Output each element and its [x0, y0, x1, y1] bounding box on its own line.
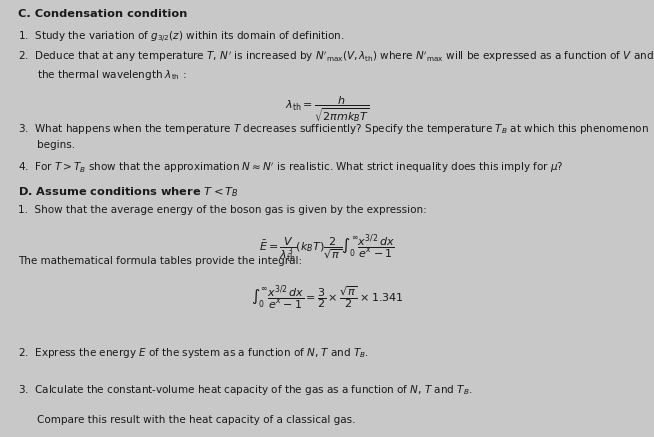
Text: 1.  Show that the average energy of the boson gas is given by the expression:: 1. Show that the average energy of the b… [18, 205, 427, 215]
Text: 3.  What happens when the temperature $T$ decreases sufficiently? Specify the te: 3. What happens when the temperature $T$… [18, 122, 649, 136]
Text: C. Condensation condition: C. Condensation condition [18, 10, 188, 20]
Text: 4.  For $T > T_B$ show that the approximation $N \approx N'$ is realistic. What : 4. For $T > T_B$ show that the approxima… [18, 160, 564, 175]
Text: D. Assume conditions where $T < T_B$: D. Assume conditions where $T < T_B$ [18, 185, 239, 198]
Text: Compare this result with the heat capacity of a classical gas.: Compare this result with the heat capaci… [37, 415, 355, 425]
Text: 2.  Express the energy $E$ of the system as a function of $N$, $T$ and $T_B$.: 2. Express the energy $E$ of the system … [18, 346, 370, 360]
Text: $\int_0^{\infty} \dfrac{x^{3/2}\,dx}{e^x - 1} = \dfrac{3}{2} \times \dfrac{\sqrt: $\int_0^{\infty} \dfrac{x^{3/2}\,dx}{e^x… [250, 283, 404, 311]
Text: the thermal wavelength $\lambda_{\mathrm{th}}$ :: the thermal wavelength $\lambda_{\mathrm… [37, 68, 186, 82]
Text: 2.  Deduce that at any temperature $T$, $N'$ is increased by $N'_{\mathrm{max}}(: 2. Deduce that at any temperature $T$, $… [18, 50, 654, 64]
Text: begins.: begins. [37, 140, 75, 150]
Text: 3.  Calculate the constant-volume heat capacity of the gas as a function of $N$,: 3. Calculate the constant-volume heat ca… [18, 383, 473, 397]
Text: The mathematical formula tables provide the integral:: The mathematical formula tables provide … [18, 256, 302, 266]
Text: 1.  Study the variation of $g_{3/2}(z)$ within its domain of definition.: 1. Study the variation of $g_{3/2}(z)$ w… [18, 30, 345, 45]
Text: $\lambda_{\mathrm{th}} = \dfrac{h}{\sqrt{2\pi m k_B T}}$: $\lambda_{\mathrm{th}} = \dfrac{h}{\sqrt… [285, 94, 369, 124]
Text: $\bar{E} = \dfrac{V}{\lambda^3_{\mathrm{th}}}(k_B T)\dfrac{2}{\sqrt{\pi}}\int_0^: $\bar{E} = \dfrac{V}{\lambda^3_{\mathrm{… [259, 232, 395, 265]
